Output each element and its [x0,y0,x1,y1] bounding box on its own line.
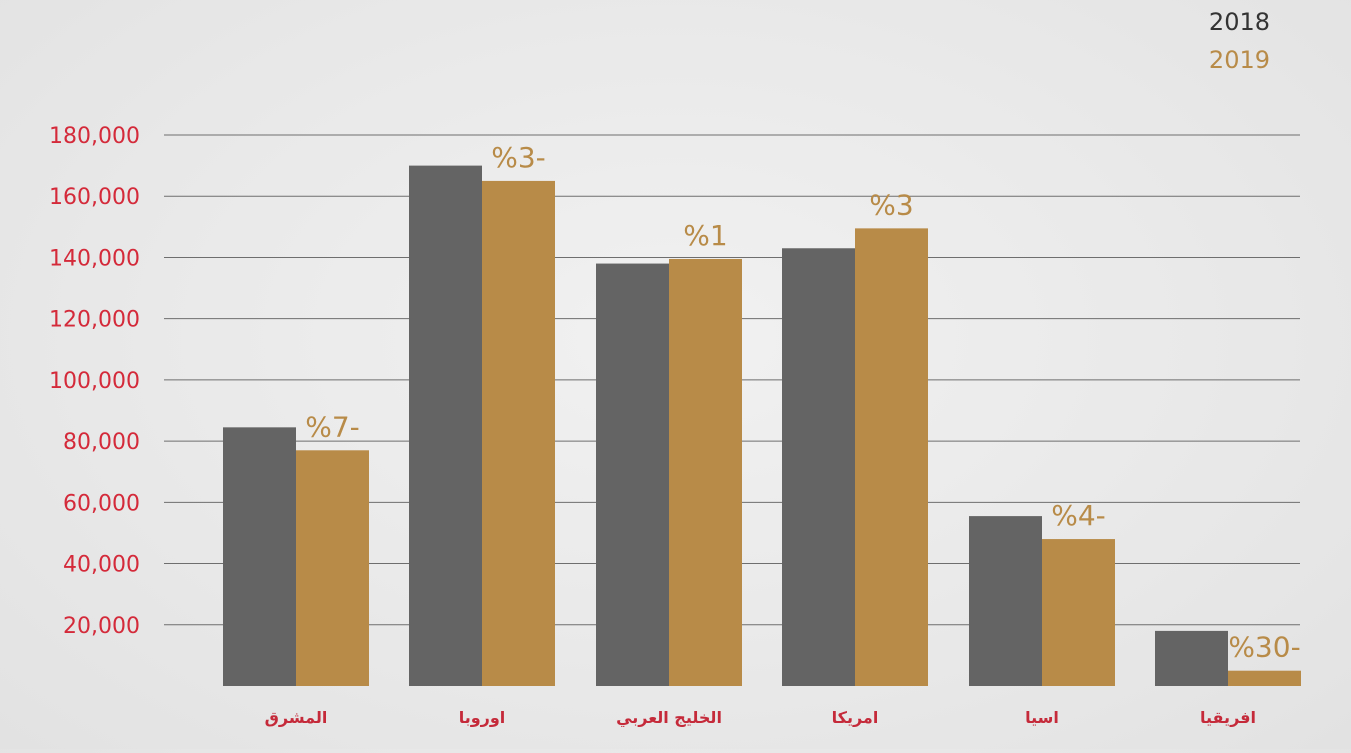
change-label: %3 [869,188,913,221]
y-tick-label: 40,000 [63,553,140,578]
bar-2019-3 [669,258,742,686]
category-labels: المشرق اوروبا الخليج العربي امريكا اسيا افريق… [265,708,1256,728]
category-label: افريقيا [1200,708,1256,727]
legend: 2018 2019 [1209,8,1270,74]
y-axis-ticks: 20,000 40,000 60,000 80,000 100,000 120,000 14… [49,124,140,639]
change-labels: %7- %3- %1 %3 %4- %30- [305,141,1300,664]
legend-item-2018: 2018 [1209,8,1270,36]
y-tick-label: 140,000 [49,246,140,271]
bar-2019-2 [482,180,555,686]
category-label: اوروبا [459,708,506,727]
change-label: %7- [305,410,360,443]
bar-2019-6 [1228,670,1301,686]
change-label: %30- [1228,631,1300,664]
bar-2018-5 [969,516,1042,686]
y-tick-label: 60,000 [63,491,140,516]
category-label: الخليج العربي [616,708,722,728]
y-tick-label: 80,000 [63,430,140,455]
y-tick-label: 180,000 [49,124,140,149]
bars [223,165,1301,687]
category-label: اسيا [1025,708,1059,727]
bar-2018-1 [223,427,296,686]
y-tick-label: 100,000 [49,369,140,394]
bar-2019-5 [1042,539,1115,686]
bar-2018-4 [782,248,855,686]
legend-item-2019: 2019 [1209,46,1270,74]
category-label: امريكا [832,708,879,727]
bar-2019-1 [296,450,369,686]
change-label: %3- [491,141,546,174]
bar-2018-2 [409,165,482,687]
bar-2019-4 [855,228,928,686]
y-tick-label: 160,000 [49,185,140,210]
y-tick-label: 20,000 [63,614,140,639]
category-label: المشرق [265,708,328,727]
y-tick-label: 120,000 [49,308,140,333]
bar-2018-3 [596,263,669,686]
change-label: %4- [1051,499,1106,532]
bar-2018-6 [1155,630,1228,686]
change-label: %1 [683,219,727,252]
